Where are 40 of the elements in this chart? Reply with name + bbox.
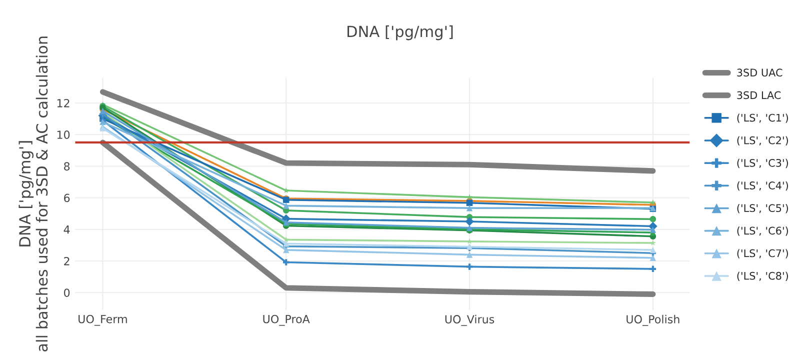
point [650, 254, 656, 261]
point [650, 240, 656, 246]
legend-label: ('LS', 'C5') [737, 204, 788, 214]
x-tick-label: UO_Ferm [78, 314, 127, 326]
legend-label: ('LS', 'C6') [737, 226, 788, 236]
legend-label: ('LS', 'C1') [737, 114, 788, 123]
point [282, 259, 290, 266]
x-tick-label: UO_ProA [263, 314, 310, 326]
y-tick-label: 12 [57, 98, 70, 108]
point [650, 199, 656, 206]
point [466, 204, 473, 212]
point [282, 240, 290, 247]
point [650, 226, 656, 233]
chart-title: DNA ['pg/mg'] [348, 25, 453, 40]
legend-label: 3SD LAC [737, 91, 781, 100]
x-tick-label: UO_Polish [626, 314, 680, 326]
y-tick-label: 6 [64, 194, 70, 202]
point [466, 264, 473, 270]
y-tick-label: 2 [64, 256, 70, 266]
y-axis-title: DNA ['pg/mg'] all batches used for 3SD & AC calculation [18, 36, 48, 352]
point [283, 236, 290, 242]
legend-label: ('LS', 'C3') [737, 158, 788, 168]
point [465, 217, 474, 226]
point [650, 246, 656, 254]
y-tick-label: 10 [57, 130, 70, 139]
point [282, 246, 290, 254]
legend-label: ('LS', 'C2') [737, 136, 788, 146]
y-tick-label: 8 [64, 162, 70, 171]
legend-label: ('LS', 'C8') [737, 272, 788, 281]
point [650, 266, 656, 272]
point [466, 194, 472, 200]
legend-label: ('LS', 'C7') [737, 249, 788, 258]
point [650, 216, 656, 222]
point [466, 252, 473, 258]
y-tick-label: 0 [64, 288, 70, 297]
legend-label: ('LS', 'C4') [737, 181, 788, 191]
legend-label: 3SD UAC [737, 68, 782, 77]
x-tick-label: UO_Virus [445, 314, 494, 326]
point [282, 202, 290, 209]
y-tick-label: 4 [64, 226, 70, 234]
